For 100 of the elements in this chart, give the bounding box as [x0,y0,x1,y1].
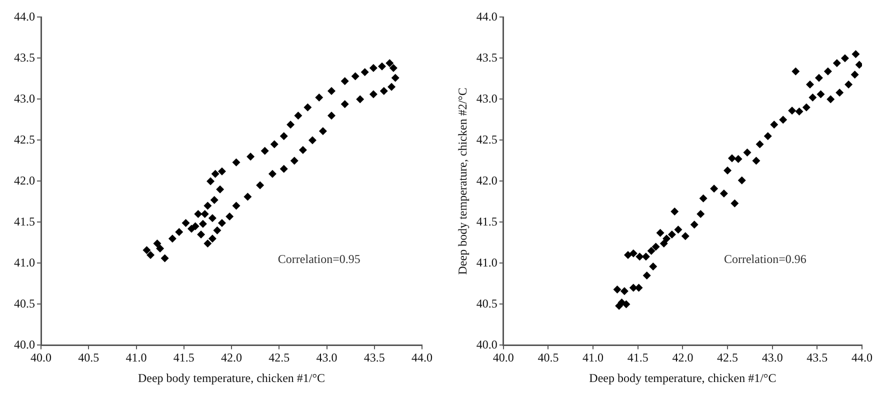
point [743,148,752,156]
point [852,50,860,58]
point [378,62,386,70]
point [304,103,312,112]
point [836,88,844,97]
x-tick-label: 44.0 [412,350,432,365]
point [622,300,630,308]
point [260,146,269,155]
point [756,140,764,148]
point [210,196,218,204]
point [160,254,169,262]
y-tick-label: 43.5 [476,50,498,64]
annotation: Correlation=0.96 [724,252,806,266]
point [613,285,622,294]
y-tick-label: 41.5 [14,214,35,228]
point [226,212,234,220]
point [218,219,226,228]
point [244,192,252,201]
point [216,185,224,194]
point [826,95,835,104]
point [360,68,369,76]
x-tick-label: 41.5 [173,350,194,365]
point [182,219,190,228]
point [232,158,240,166]
point [770,120,778,129]
point [699,194,708,202]
point [792,67,800,76]
y-tick-label: 43.5 [14,50,35,64]
point [168,234,176,243]
point [647,246,656,255]
point [391,74,400,82]
point [280,164,288,173]
point [738,176,746,184]
point [814,74,823,82]
point [146,251,155,259]
point [620,287,628,296]
point [662,234,671,243]
point [674,226,682,234]
point [642,272,651,280]
x-tick-label: 42.5 [268,350,290,365]
point [779,116,788,124]
point [624,251,632,259]
point [270,140,278,148]
point [280,132,288,140]
x-axis-title: Deep body temperature, chicken #1/°C [589,370,776,385]
point [668,230,676,238]
point [328,112,336,120]
point [308,136,316,144]
point [380,87,388,95]
point [200,210,209,218]
point [652,242,660,251]
point [710,184,718,193]
point [153,240,162,248]
point [802,103,810,112]
x-tick-label: 40.5 [78,350,100,365]
annotation: Correlation=0.95 [278,252,360,266]
y-tick-label: 40.0 [14,337,35,352]
point [218,167,226,176]
x-tick-label: 43.5 [364,350,385,365]
point [730,199,739,208]
point [294,112,302,120]
point [351,72,360,80]
y-tick-label: 42.0 [14,173,35,188]
y-tick-label: 40.0 [476,337,498,352]
point [197,230,206,238]
point [629,249,638,258]
point [142,246,151,254]
point [191,222,200,230]
point [198,220,207,228]
point [318,127,327,136]
point [246,152,255,161]
x-tick-label: 44.0 [852,350,872,365]
point [156,244,164,252]
point [636,252,644,261]
point [389,64,398,72]
point [369,64,378,72]
point [788,106,796,115]
point [808,94,817,102]
point [232,202,240,210]
y-tick-label: 43.0 [14,91,35,106]
point [824,67,832,76]
point [642,252,650,261]
x-tick-label: 43.0 [762,350,783,365]
point [208,214,216,222]
y-tick-label: 41.0 [14,255,35,270]
point [844,80,853,88]
y-tick-label: 40.5 [14,296,35,310]
x-tick-label: 42.0 [672,350,694,365]
point [724,166,732,175]
x-tick-label: 40.0 [30,350,52,365]
point [728,154,736,162]
y-tick-label: 44.0 [476,9,498,24]
point [681,232,690,240]
point [194,210,202,218]
point [795,108,804,116]
y-tick-label: 43.0 [476,91,498,106]
point [211,170,220,178]
point [340,77,349,86]
x-tick-label: 42.0 [221,350,242,365]
point [340,100,349,108]
